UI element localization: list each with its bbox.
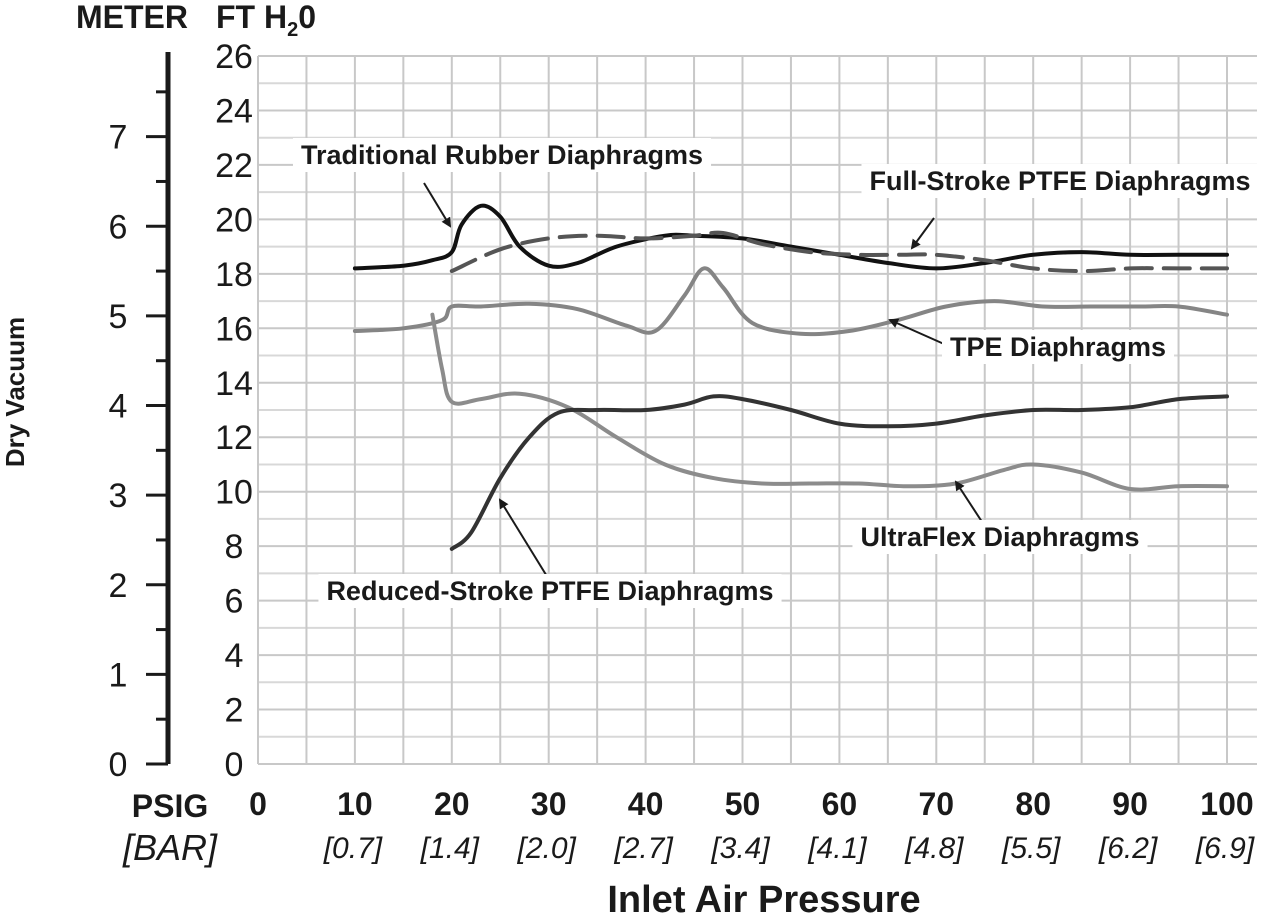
leader-arrow [423,182,452,228]
series-label-background [318,574,782,608]
series-line-full-stroke-ptfe-diaphragms [449,230,1229,274]
ft-tick-label: 6 [225,583,244,621]
ft-tick-label: 8 [225,528,244,566]
ft-tick-label: 24 [215,92,253,130]
series-label-reduced-stroke-ptfe-diaphragms: Reduced-Stroke PTFE Diaphragms [326,576,773,606]
series-label-background [861,164,1259,198]
series-labels: Traditional Rubber Diaphragms Full-Stroke… [292,138,1259,608]
ft-tick-label: 20 [215,201,253,239]
meter-tick-label: 3 [109,477,128,515]
series-label-background [852,520,1148,554]
series-line-tpe-diaphragms [352,266,1229,337]
series-label-ultraflex-diaphragms: UltraFlex Diaphragms [860,522,1139,552]
bar-unit-label: [BAR] [122,827,218,868]
bar-tick-label: [4.1] [807,832,867,865]
bar-tick-label: [6.9] [1195,832,1255,865]
series-label-background [941,330,1175,364]
bar-tick-label: [0.7] [323,832,383,865]
axes [146,52,171,766]
leader-arrow [498,498,549,579]
meter-tick-label: 5 [109,298,128,336]
ft-tick-label: 10 [215,474,253,512]
ft-tick-label: 4 [225,637,244,675]
psig-tick-label: 10 [337,786,373,822]
psig-tick-label: 90 [1112,786,1148,822]
psig-tick-label: 30 [531,786,567,822]
meter-tick-label: 0 [109,746,128,784]
series-label-traditional-rubber-diaphragms: Traditional Rubber Diaphragms [301,140,703,170]
ft-tick-label: 14 [215,365,253,403]
bar-tick-label: [5.5] [1001,832,1061,865]
bar-tick-label: [6.2] [1098,832,1158,865]
leader-arrow [888,318,945,345]
series-lines [352,203,1229,551]
meter-tick-label: 6 [109,208,128,246]
leader-arrow [910,217,935,250]
psig-tick-label: 0 [249,786,267,822]
ft-tick-label: 12 [215,419,253,457]
meter-tick-label: 1 [109,656,128,694]
bar-tick-label: [2.7] [613,832,673,865]
psig-tick-label: 40 [628,786,664,822]
ft-unit-label: FT H20 [216,0,316,41]
meter-unit-label: METER [76,0,188,35]
ft-tick-label: 26 [215,38,253,76]
bar-tick-label: [4.8] [904,832,964,865]
x-axis-title: Inlet Air Pressure [607,879,920,918]
psig-tick-label: 80 [1015,786,1051,822]
psig-unit-label: PSIG [132,788,208,824]
ft-tick-label: 0 [225,746,244,784]
psig-tick-label: 60 [822,786,858,822]
psig-tick-label: 70 [919,786,955,822]
meter-tick-label: 7 [109,119,128,157]
series-label-tpe-diaphragms: TPE Diaphragms [950,332,1166,362]
series-line-reduced-stroke-ptfe-diaphragms [449,394,1229,551]
bar-tick-label: [1.4] [420,832,480,865]
y-axis-title: Dry Vacuum [0,317,30,467]
ft-tick-label: 2 [225,692,244,730]
bar-tick-label: [2.0] [517,832,577,865]
ft-tick-label: 16 [215,310,253,348]
bar-tick-label: [3.4] [710,832,770,865]
ft-unit-tail: 0 [298,0,316,35]
ft-unit-subscript: 2 [287,19,298,41]
ft-tick-label: 22 [215,147,253,185]
series-line-ultraflex-diaphragms [430,312,1229,492]
meter-tick-label: 4 [109,388,128,426]
meter-tick-label: 2 [109,567,128,605]
psig-tick-label: 50 [725,786,761,822]
series-label-full-stroke-ptfe-diaphragms: Full-Stroke PTFE Diaphragms [869,166,1250,196]
ft-tick-label: 18 [215,256,253,294]
series-label-background [292,138,712,172]
psig-tick-label: 100 [1200,786,1253,822]
psig-tick-label: 20 [434,786,470,822]
